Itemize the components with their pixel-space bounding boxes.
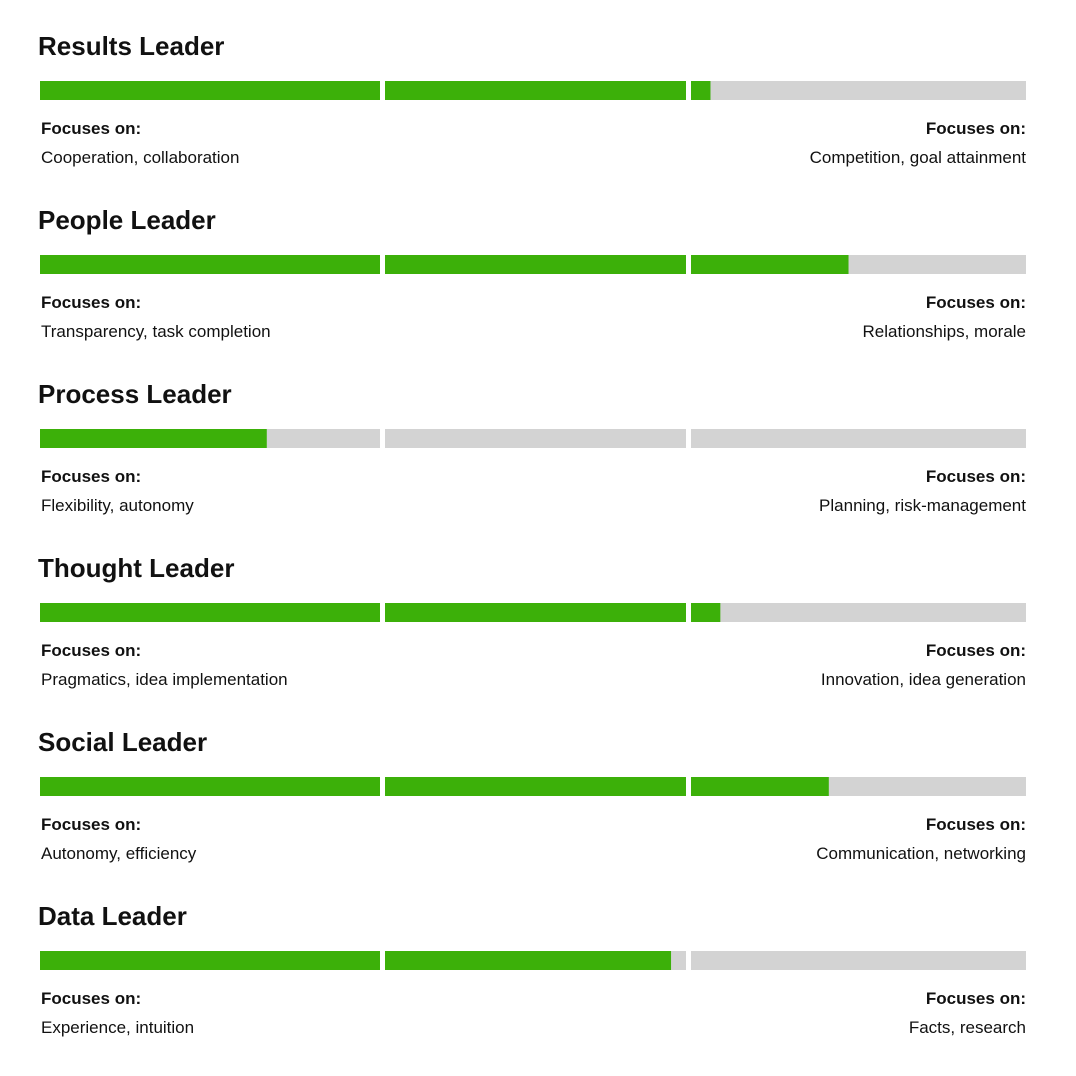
right-label: Focuses on: (926, 467, 1026, 486)
section-title: People Leader (38, 205, 216, 235)
bar-gap (686, 428, 691, 449)
right-text: Innovation, idea generation (821, 670, 1026, 689)
bar-gap (686, 602, 691, 623)
right-text: Communication, networking (816, 844, 1026, 863)
left-text: Pragmatics, idea implementation (41, 670, 288, 689)
section-title: Data Leader (38, 901, 187, 931)
bar-gap (380, 254, 385, 275)
left-text: Cooperation, collaboration (41, 148, 239, 167)
section-title: Results Leader (38, 31, 224, 61)
left-text: Flexibility, autonomy (41, 496, 194, 515)
bar-gap (380, 776, 385, 797)
left-text: Transparency, task completion (41, 322, 271, 341)
right-label: Focuses on: (926, 815, 1026, 834)
right-label: Focuses on: (926, 119, 1026, 138)
bar-gap (380, 950, 385, 971)
bar-gap (686, 80, 691, 101)
right-text: Relationships, morale (863, 322, 1026, 341)
left-label: Focuses on: (41, 641, 141, 660)
right-label: Focuses on: (926, 641, 1026, 660)
bar-track (40, 429, 1026, 448)
bar-fill (40, 81, 711, 100)
left-label: Focuses on: (41, 119, 141, 138)
bar-gap (686, 254, 691, 275)
bar-gap (380, 428, 385, 449)
section-title: Thought Leader (38, 553, 234, 583)
bar-fill (40, 429, 267, 448)
bar-fill (40, 951, 672, 970)
bar-gap (380, 80, 385, 101)
bar-fill (40, 255, 849, 274)
bar-gap (686, 776, 691, 797)
section-title: Process Leader (38, 379, 232, 409)
right-text: Planning, risk-management (819, 496, 1026, 515)
left-label: Focuses on: (41, 989, 141, 1008)
left-label: Focuses on: (41, 815, 141, 834)
section-title: Social Leader (38, 727, 207, 757)
left-label: Focuses on: (41, 293, 141, 312)
bar-gap (380, 602, 385, 623)
bar-gap (686, 950, 691, 971)
right-text: Facts, research (909, 1018, 1026, 1037)
right-label: Focuses on: (926, 293, 1026, 312)
right-text: Competition, goal attainment (810, 148, 1027, 167)
left-label: Focuses on: (41, 467, 141, 486)
left-text: Experience, intuition (41, 1018, 194, 1037)
bar-fill (40, 777, 829, 796)
right-label: Focuses on: (926, 989, 1026, 1008)
left-text: Autonomy, efficiency (41, 844, 197, 863)
